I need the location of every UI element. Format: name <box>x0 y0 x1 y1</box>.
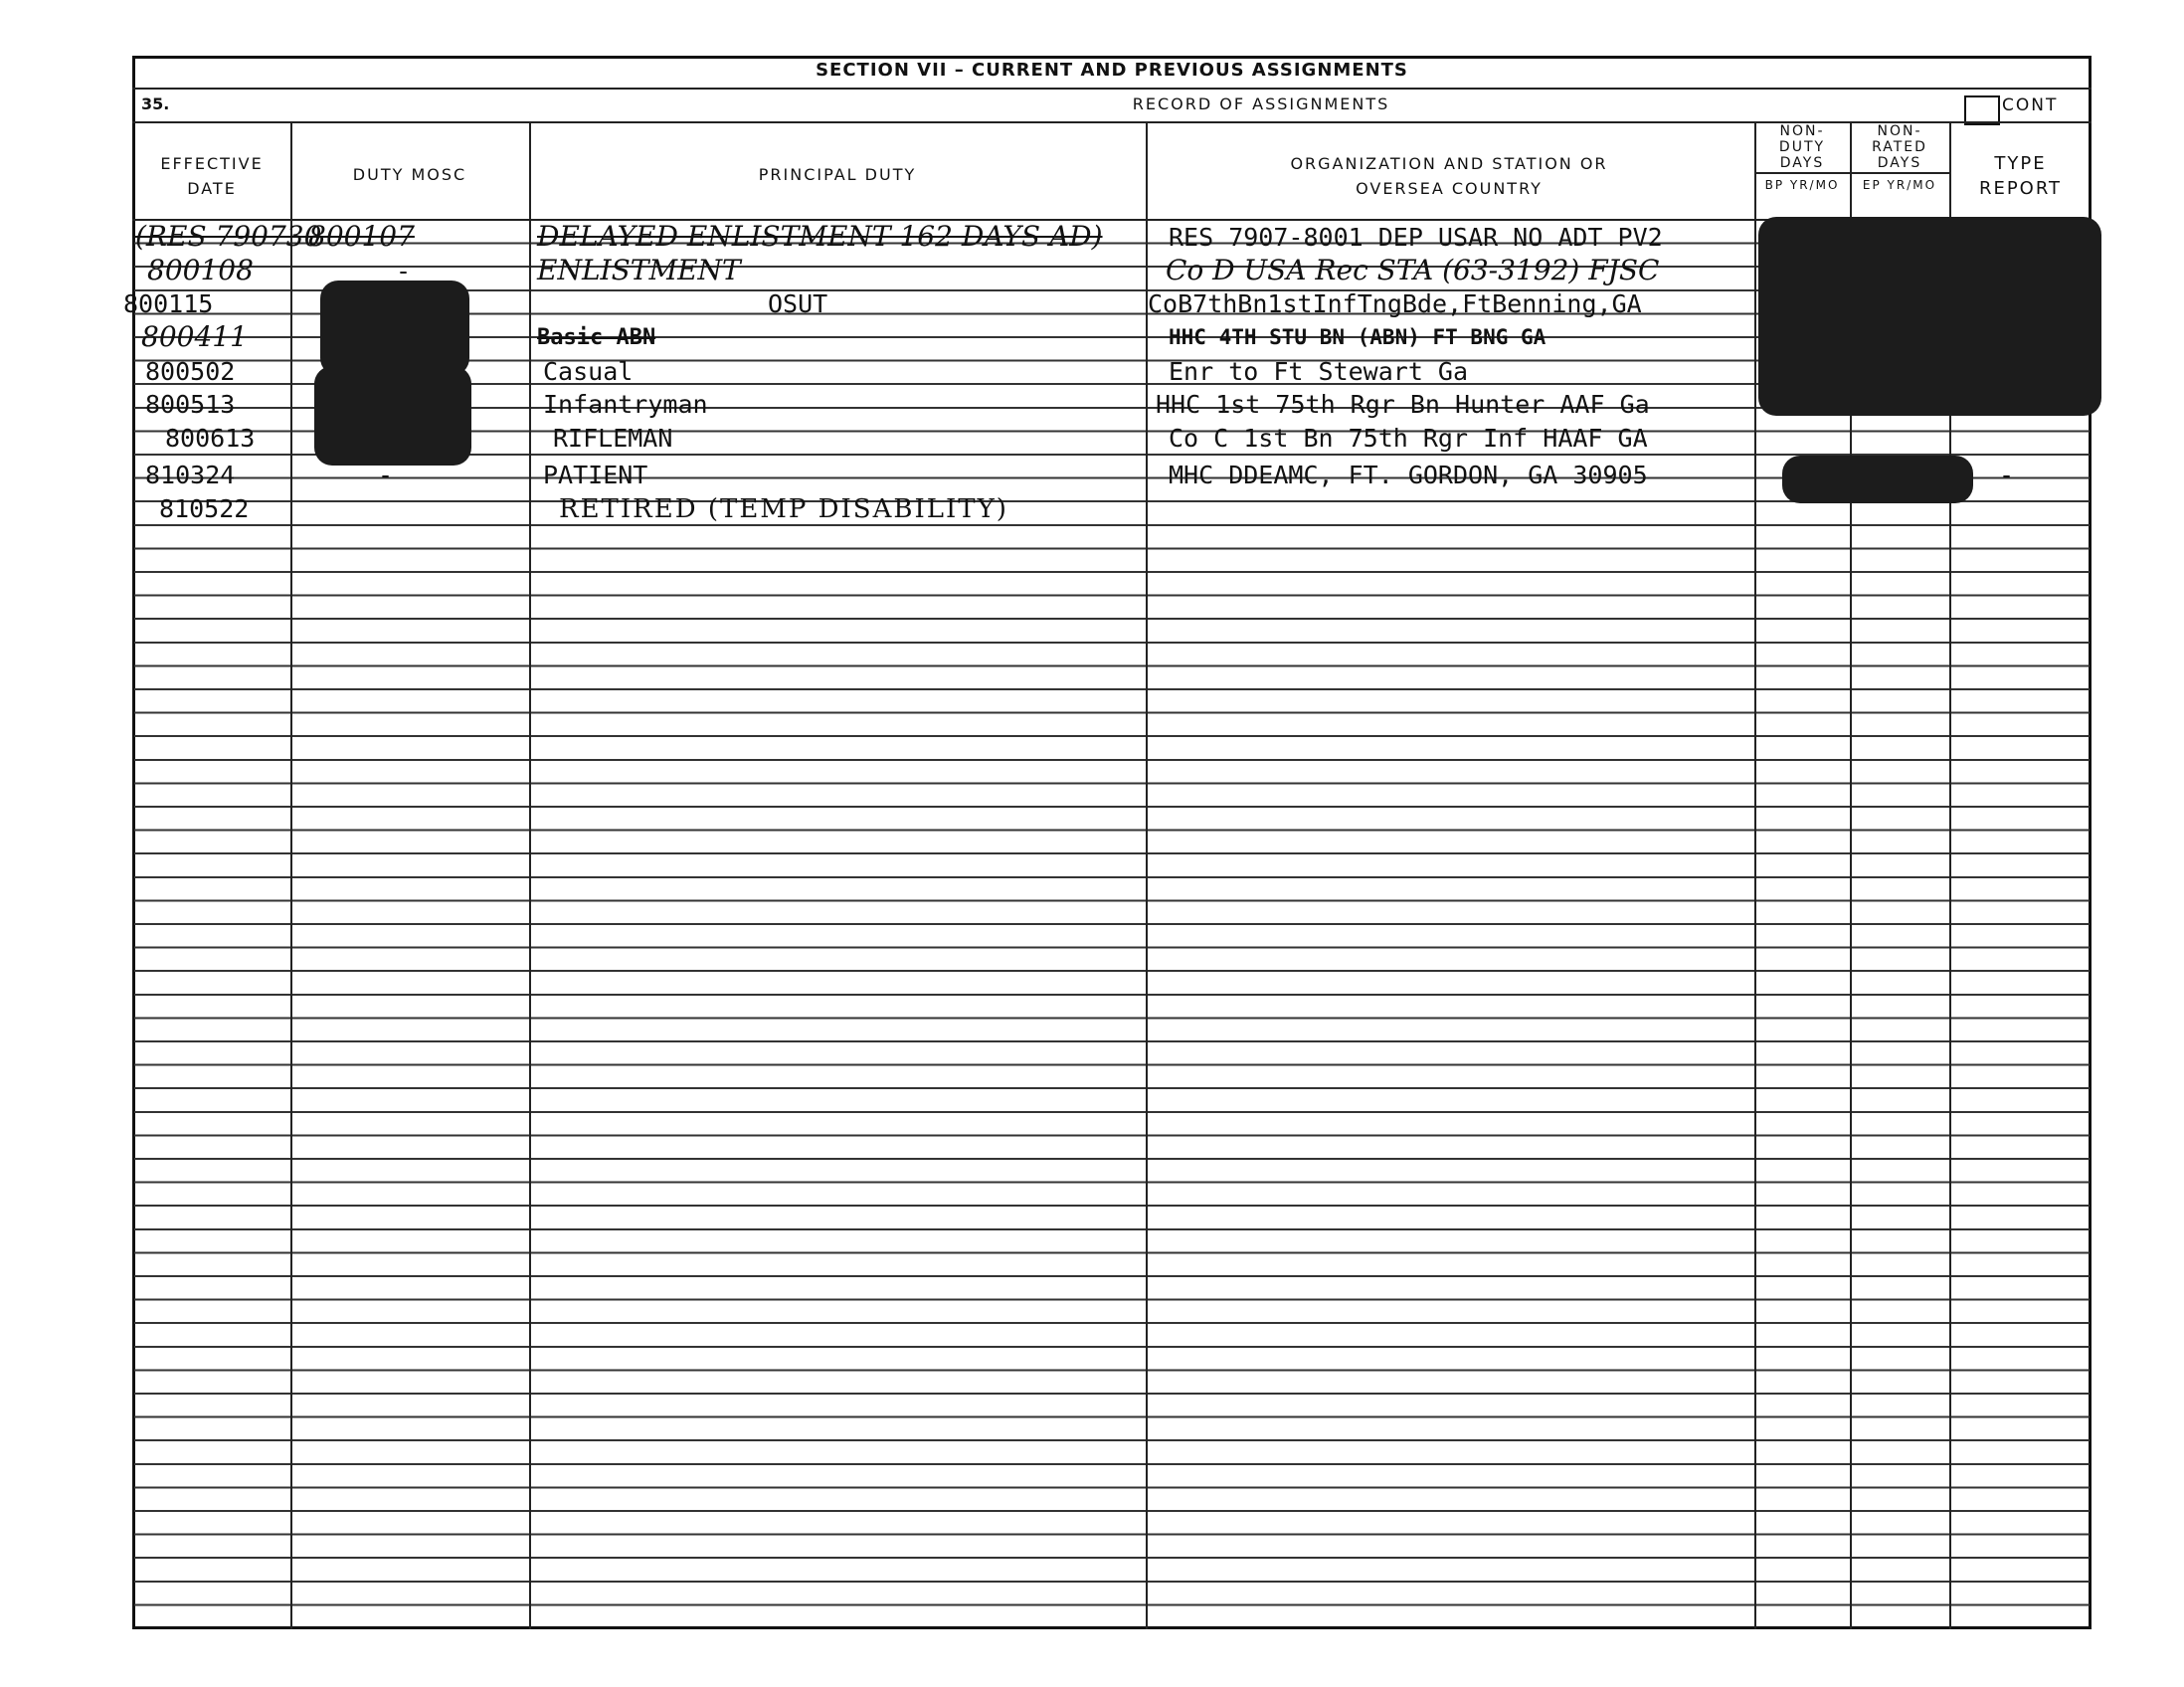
row-org: CoB7thBn1stInfTngBde,FtBenning,GA <box>1148 289 1642 318</box>
row-duty: RETIRED (TEMP DISABILITY) <box>559 494 1008 524</box>
form-frame <box>132 56 2092 1629</box>
col-non-rated-sub: EP YR/MO <box>1862 178 1937 192</box>
cont-label: CONT <box>2002 95 2059 115</box>
row-date: (RES 790730 <box>135 220 322 253</box>
row-org: HHC 1st 75th Rgr Bn Hunter AAF Ga <box>1156 390 1650 419</box>
column-rule <box>1754 121 1756 1629</box>
row-org: HHC 4TH STU BN (ABN) FT BNG GA <box>1169 325 1547 349</box>
row-duty: DELAYED ENLISTMENT 162 DAYS AD) <box>537 220 1103 253</box>
redaction-mark <box>314 366 471 466</box>
col-duty-mosc: DUTY MOSC <box>352 165 467 184</box>
cont-checkbox[interactable] <box>1964 95 2000 125</box>
row-duty: ENLISTMENT <box>537 254 741 286</box>
column-rule <box>1949 121 1951 1629</box>
row-date: 800411 <box>141 320 248 353</box>
col-type-report: TYPE REPORT <box>1978 153 2063 199</box>
item-number: 35. <box>141 94 170 113</box>
column-rule <box>1146 121 1148 1629</box>
row-date: 800502 <box>145 357 236 386</box>
divider <box>132 219 2092 221</box>
row-mosc: - <box>378 461 394 489</box>
row-org: MHC DDEAMC, FT. GORDON, GA 30905 <box>1169 461 1648 489</box>
col-organization: ORGANIZATION AND STATION OR OVERSEA COUN… <box>1290 154 1608 198</box>
col-principal-duty: PRINCIPAL DUTY <box>758 165 917 184</box>
column-rule <box>1850 121 1852 1629</box>
row-duty: Casual <box>543 357 634 386</box>
row-duty: RIFLEMAN <box>553 424 673 453</box>
row-date: 810522 <box>159 494 250 523</box>
column-rule <box>529 121 531 1629</box>
col-non-duty-days: NON- DUTY DAYS <box>1778 123 1826 171</box>
row-date: 810324 <box>145 461 236 489</box>
row-org: Co D USA Rec STA (63-3192) FJSC <box>1166 254 1660 286</box>
redaction-mark <box>320 281 469 376</box>
row-org: Co C 1st Bn 75th Rgr Inf HAAF GA <box>1169 424 1648 453</box>
divider <box>132 88 2092 90</box>
row-type: - <box>1999 461 2015 489</box>
column-rule <box>290 121 292 1629</box>
row-org: RES 7907-8001 DEP USAR NO ADT PV2 <box>1169 223 1663 252</box>
col-non-duty-sub: BP YR/MO <box>1764 178 1840 192</box>
row-duty: Basic ABN <box>537 325 656 350</box>
row-duty: PATIENT <box>543 461 648 489</box>
row-date: 800613 <box>165 424 256 453</box>
row-date: 800115 <box>123 289 214 318</box>
row-date: 800108 <box>147 254 254 286</box>
col-non-rated-days: NON- RATED DAYS <box>1872 123 1927 171</box>
row-mosc: 800107 <box>308 220 415 253</box>
redaction-mark <box>1758 217 2101 416</box>
row-duty: OSUT <box>768 289 828 318</box>
col-effective-date: EFFECTIVE DATE <box>160 154 264 198</box>
section-title: SECTION VII – CURRENT AND PREVIOUS ASSIG… <box>816 60 1408 81</box>
divider <box>132 121 2092 123</box>
row-org: Enr to Ft Stewart Ga <box>1169 357 1469 386</box>
divider <box>1754 172 1949 174</box>
redaction-mark <box>1782 456 1973 503</box>
row-mosc: - <box>396 257 412 285</box>
row-date: 800513 <box>145 390 236 419</box>
row-duty: Infantryman <box>543 390 708 419</box>
record-title: RECORD OF ASSIGNMENTS <box>1132 94 1390 113</box>
